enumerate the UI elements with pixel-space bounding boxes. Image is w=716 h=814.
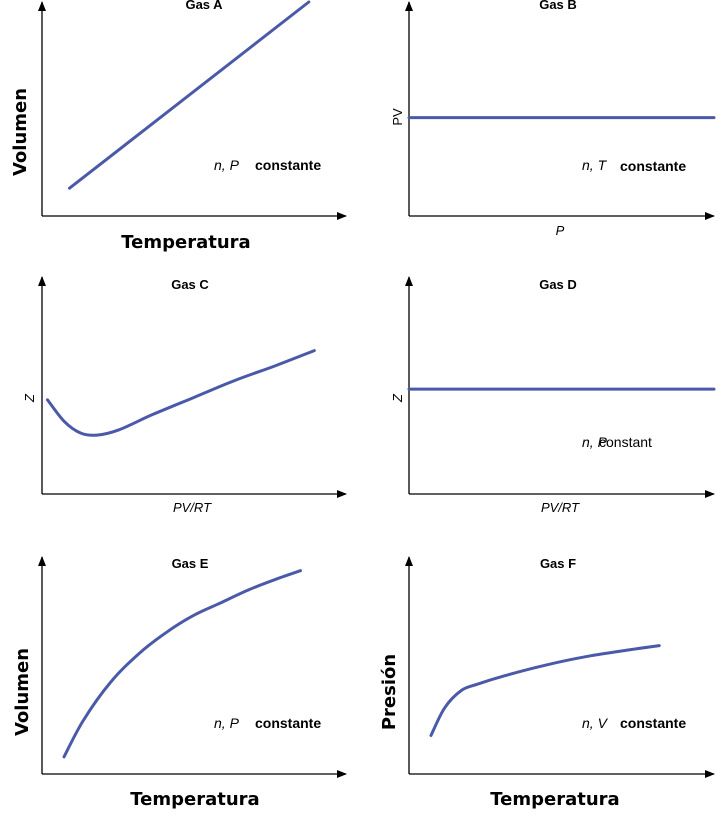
- chart-gas-e: Gas E Temperatura Volumen n, P constante: [12, 556, 347, 810]
- y-axis-label: PV: [390, 108, 405, 126]
- x-axis-label: PV/RT: [173, 500, 212, 515]
- condition-word: constante: [255, 157, 321, 173]
- x-axis-label: Temperatura: [121, 232, 250, 253]
- y-axis-label: Z: [390, 393, 405, 403]
- condition-word: constante: [620, 715, 686, 731]
- x-axis-label: Temperatura: [490, 789, 619, 810]
- chart-title: Gas E: [172, 556, 209, 571]
- chart-title: Gas B: [539, 0, 577, 12]
- y-axis-label: Volumen: [12, 648, 33, 736]
- x-axis-label: PV/RT: [541, 500, 580, 515]
- y-axis-label: Z: [22, 393, 37, 403]
- condition-variables: n, P: [214, 157, 240, 173]
- chart-title: Gas A: [185, 0, 223, 12]
- chart-gas-a: Gas A Temperatura Volumen n, P constante: [10, 0, 347, 253]
- condition-word: constante: [255, 715, 321, 731]
- condition-variables: n, P: [582, 434, 608, 450]
- chart-title: Gas F: [540, 556, 576, 571]
- chart-gas-c: Gas C PV/RT Z: [22, 276, 347, 515]
- condition-variables: n, V: [582, 715, 609, 731]
- series-line-gas-e: [62, 569, 302, 759]
- series-line-gas-a: [68, 0, 311, 190]
- chart-gas-b: Gas B P PV n, T constante: [390, 0, 716, 238]
- condition-word: constant: [599, 434, 652, 450]
- y-axis-label: Volumen: [10, 88, 31, 176]
- x-axis-label: Temperatura: [130, 789, 259, 810]
- condition-variables: n, T: [582, 157, 608, 173]
- chart-title: Gas C: [171, 277, 209, 292]
- condition-word: constante: [620, 158, 686, 174]
- x-axis-label: P: [556, 223, 565, 238]
- series-line-gas-f: [429, 644, 661, 737]
- chart-title: Gas D: [539, 277, 577, 292]
- condition-variables: n, P: [214, 715, 240, 731]
- chart-gas-f: Gas F Temperatura Presión n, V constante: [379, 556, 715, 810]
- y-axis-label: Presión: [379, 654, 400, 730]
- series-line-gas-c: [46, 349, 316, 437]
